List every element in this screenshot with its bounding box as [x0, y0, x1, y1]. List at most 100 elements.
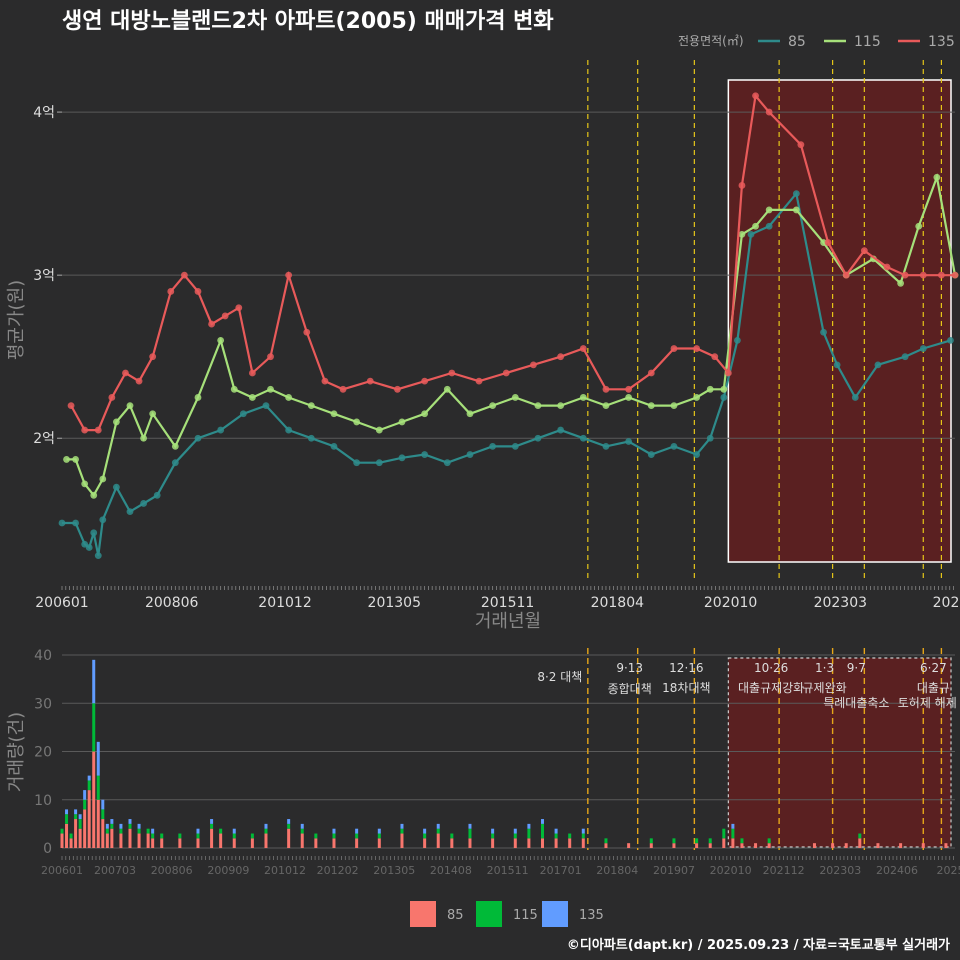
bar-115 [527, 828, 531, 839]
point-85 [112, 483, 120, 491]
bar-135 [436, 823, 440, 829]
bar-85 [355, 838, 359, 848]
point-85 [765, 222, 773, 230]
x-tick-label: 200601 [41, 864, 83, 877]
bar-85 [568, 838, 572, 848]
x-tick-label: 201804 [596, 864, 638, 877]
bar-135 [83, 790, 87, 800]
point-115 [217, 336, 225, 344]
point-135 [167, 288, 175, 295]
annotation-label: 대출규 [917, 681, 950, 695]
x-tick-label: 201408 [430, 864, 472, 877]
point-115 [267, 385, 274, 393]
bar-115 [146, 828, 150, 834]
point-115 [579, 394, 587, 401]
bar-85 [627, 843, 631, 848]
point-85 [72, 519, 79, 527]
legend-label-135: 135 [579, 908, 604, 923]
x-tick-label: 201305 [373, 864, 415, 877]
bar-115 [101, 809, 105, 820]
point-85 [647, 451, 655, 458]
bar-115 [74, 814, 78, 820]
y-tick-label: 10 [34, 793, 52, 809]
bar-85 [69, 838, 73, 848]
point-135 [81, 426, 89, 434]
bar-85 [74, 819, 78, 848]
point-85 [489, 442, 497, 450]
bar-85 [110, 828, 114, 848]
legend-label-115: 115 [513, 908, 538, 923]
bar-115 [178, 833, 182, 839]
point-115 [738, 230, 746, 238]
point-135 [135, 377, 143, 385]
legend-title: 전용면적(㎡) [678, 34, 744, 48]
point-135 [765, 108, 773, 116]
x-tick-label: 202112 [763, 864, 805, 877]
point-115 [489, 402, 497, 410]
y-tick-label: 0 [43, 841, 52, 857]
point-85 [171, 459, 179, 467]
bar-115 [232, 833, 236, 839]
bar-135 [151, 828, 155, 834]
point-85 [557, 426, 565, 434]
bar-135 [332, 828, 336, 834]
bar-85 [232, 838, 236, 848]
bar-135 [105, 823, 109, 829]
x-tick-label: 201202 [317, 864, 359, 877]
bar-85 [178, 838, 182, 848]
y-axis-label: 거래량(건) [6, 712, 27, 792]
bar-85 [858, 838, 862, 848]
bar-135 [264, 823, 268, 829]
point-135 [860, 247, 868, 255]
point-115 [466, 410, 474, 418]
bar-135 [731, 823, 735, 829]
credit-text: ©디아파트(dapt.kr) / 2025.09.23 / 자료=국토교통부 실… [567, 937, 950, 953]
point-85 [140, 500, 147, 507]
bar-135 [554, 828, 558, 834]
point-115 [511, 394, 519, 401]
point-115 [625, 394, 633, 401]
point-85 [217, 426, 225, 434]
bar-135 [137, 823, 141, 829]
point-115 [398, 418, 406, 426]
highlight-box-bottom [727, 657, 952, 848]
bar-115 [83, 799, 87, 810]
point-85 [511, 442, 519, 450]
point-85 [239, 410, 247, 418]
point-115 [752, 222, 759, 230]
x-tick-label: 201012 [264, 864, 306, 877]
annotation-date: 10·26 [754, 661, 788, 675]
point-85 [307, 434, 315, 442]
x-tick-label: 200909 [207, 864, 249, 877]
bar-115 [160, 833, 164, 839]
y-tick-label: 2억 [33, 431, 55, 447]
point-115 [330, 410, 338, 418]
bar-135 [65, 809, 69, 815]
annotation-date: 12·16 [669, 661, 703, 675]
point-135 [724, 369, 732, 377]
annotation-date: 8·2 대책 [537, 669, 582, 684]
point-85 [720, 394, 728, 401]
bar-85 [695, 843, 699, 848]
x-tick-label: 201701 [540, 864, 582, 877]
bar-115 [314, 833, 318, 839]
point-115 [140, 434, 147, 442]
x-tick-label: 200806 [145, 595, 199, 611]
y-tick-label: 40 [34, 648, 52, 664]
point-85 [85, 544, 93, 551]
bar-115 [468, 828, 472, 839]
point-115 [647, 402, 655, 410]
bar-115 [110, 823, 114, 829]
point-135 [285, 271, 293, 279]
point-85 [625, 438, 633, 445]
bar-85 [60, 833, 64, 848]
x-tick-label: 202303 [819, 864, 861, 877]
point-85 [706, 434, 714, 442]
bar-85 [78, 828, 82, 848]
bar-85 [450, 838, 454, 848]
bar-85 [754, 843, 758, 848]
bar-135 [540, 819, 544, 824]
bar-85 [250, 838, 254, 848]
bar-85 [219, 833, 223, 848]
legend-swatch-115 [476, 901, 502, 927]
